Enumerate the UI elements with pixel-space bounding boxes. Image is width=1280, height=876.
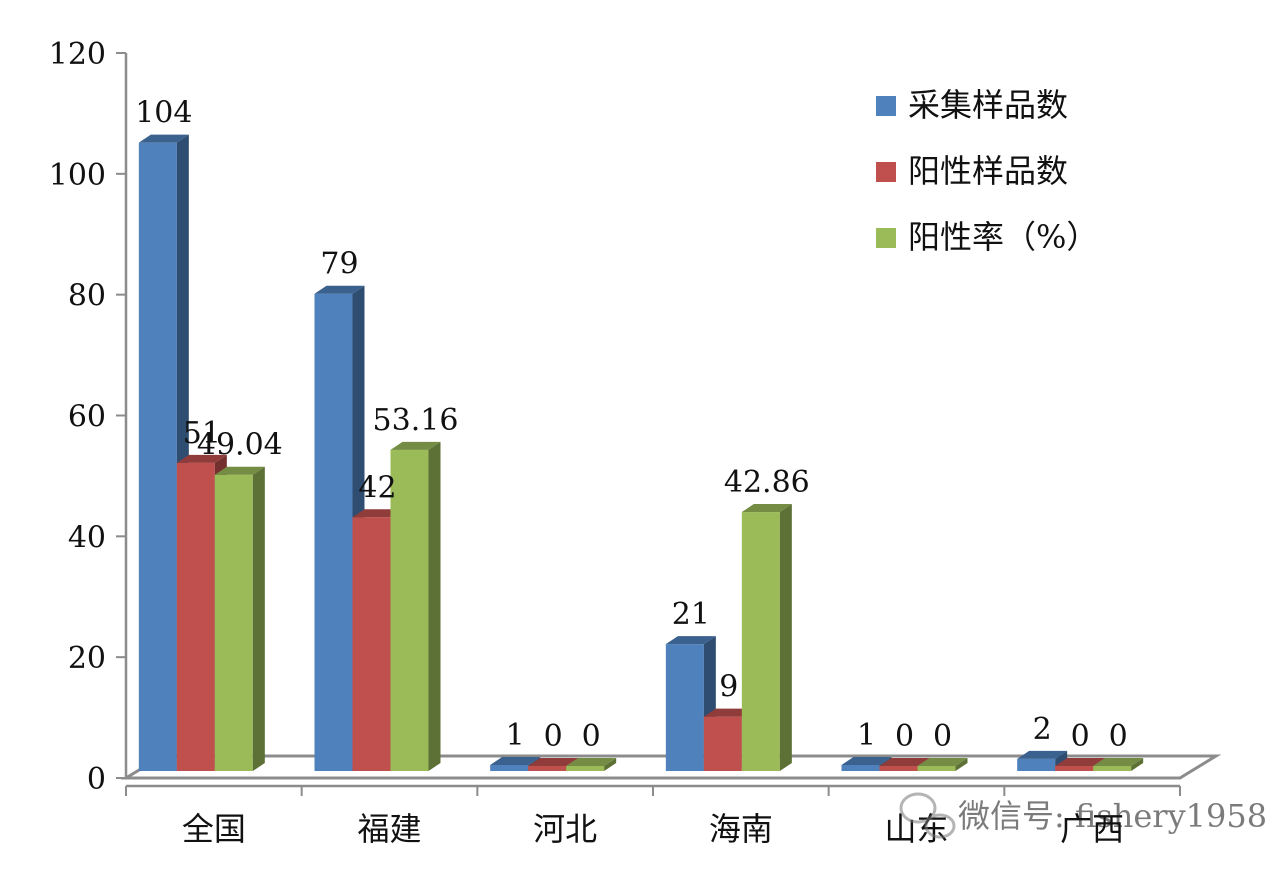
bar-front <box>528 766 567 771</box>
bar-side <box>1131 758 1144 771</box>
data-label: 42.86 <box>724 465 810 500</box>
bar-top <box>214 466 265 475</box>
bar-top <box>703 708 754 717</box>
data-label: 51 <box>183 416 221 451</box>
legend-item: 阳性率（%） <box>876 218 1098 256</box>
legend-item: 阳性样品数 <box>876 152 1068 190</box>
bar-top <box>1017 750 1068 759</box>
data-label: 42 <box>358 470 396 505</box>
y-tick-label: 80 <box>68 279 106 314</box>
bar <box>741 504 792 771</box>
bar-side <box>428 441 441 771</box>
x-category-label: 广西 <box>1060 810 1124 848</box>
bar-front <box>176 462 215 771</box>
bar-front <box>879 766 918 771</box>
bar-top <box>138 134 189 143</box>
legend-label: 阳性样品数 <box>908 152 1068 190</box>
legend-item: 采集样品数 <box>876 86 1068 124</box>
bar <box>214 466 265 771</box>
data-label: 0 <box>544 719 563 754</box>
bar-top <box>352 509 403 518</box>
data-label: 49.04 <box>197 428 283 463</box>
bar-top <box>528 758 579 766</box>
watermark-text: 微信号: fishery1958 <box>958 797 1267 835</box>
bar-top <box>390 441 441 450</box>
bar-top <box>176 454 227 463</box>
legend-label: 阳性率（%） <box>908 218 1098 256</box>
y-tick-label: 0 <box>87 762 106 797</box>
bar-top <box>1093 758 1144 766</box>
bar-front <box>741 512 780 771</box>
bar-front <box>138 142 177 771</box>
bar <box>917 758 968 771</box>
bar-front <box>1017 758 1056 771</box>
legend-swatch <box>876 96 896 116</box>
bar-front <box>566 766 605 771</box>
bar-side <box>779 504 792 771</box>
bar-front <box>314 293 353 771</box>
data-label: 53.16 <box>373 403 459 438</box>
data-label: 2 <box>1033 712 1052 747</box>
data-label: 79 <box>320 247 358 282</box>
data-label: 0 <box>895 719 914 754</box>
data-label: 0 <box>582 719 601 754</box>
bar-top <box>566 758 617 766</box>
data-label: 0 <box>1071 719 1090 754</box>
x-category-label: 海南 <box>709 810 773 848</box>
bar-side <box>955 758 968 771</box>
data-label: 1 <box>506 718 525 753</box>
x-category-label: 河北 <box>533 810 597 848</box>
data-label: 9 <box>719 670 738 705</box>
bar-front <box>841 764 880 771</box>
bar-top <box>741 504 792 513</box>
bar-front <box>214 474 253 771</box>
y-tick-label: 20 <box>68 641 106 676</box>
data-label: 104 <box>135 96 192 131</box>
bar <box>352 509 403 771</box>
bar <box>566 758 617 771</box>
x-category-label: 全国 <box>182 810 246 848</box>
bar-top <box>490 756 541 765</box>
legend-swatch <box>876 228 896 248</box>
bar-side <box>252 466 265 771</box>
bar-top <box>314 285 365 294</box>
legend-label: 采集样品数 <box>908 86 1068 124</box>
bar-front <box>665 644 704 771</box>
x-category-label: 福建 <box>357 810 421 848</box>
bar-front <box>1055 766 1094 771</box>
bar-top <box>917 758 968 766</box>
bar <box>390 441 441 771</box>
legend-swatch <box>876 162 896 182</box>
data-label: 21 <box>672 597 710 632</box>
bar-front <box>1093 766 1132 771</box>
bar-side <box>604 758 617 771</box>
bar-front <box>352 517 391 771</box>
watermark: 微信号: fishery1958 <box>899 792 1267 839</box>
bar <box>1093 758 1144 771</box>
chart-bars <box>138 134 1144 771</box>
bar-top <box>1055 758 1106 766</box>
y-tick-label: 100 <box>49 158 106 193</box>
wechat-icon <box>899 792 956 839</box>
data-label: 1 <box>857 718 876 753</box>
y-tick-label: 120 <box>49 37 106 72</box>
y-tick-label: 40 <box>68 520 106 555</box>
data-label: 0 <box>933 719 952 754</box>
bar-front <box>390 449 429 771</box>
bar-front <box>490 764 529 771</box>
bar-top <box>879 758 930 766</box>
y-tick-label: 60 <box>68 400 106 435</box>
bar-front <box>703 716 742 771</box>
bar-top <box>841 756 892 765</box>
bar-front <box>917 766 956 771</box>
bar-top <box>665 636 716 645</box>
data-label: 0 <box>1109 719 1128 754</box>
